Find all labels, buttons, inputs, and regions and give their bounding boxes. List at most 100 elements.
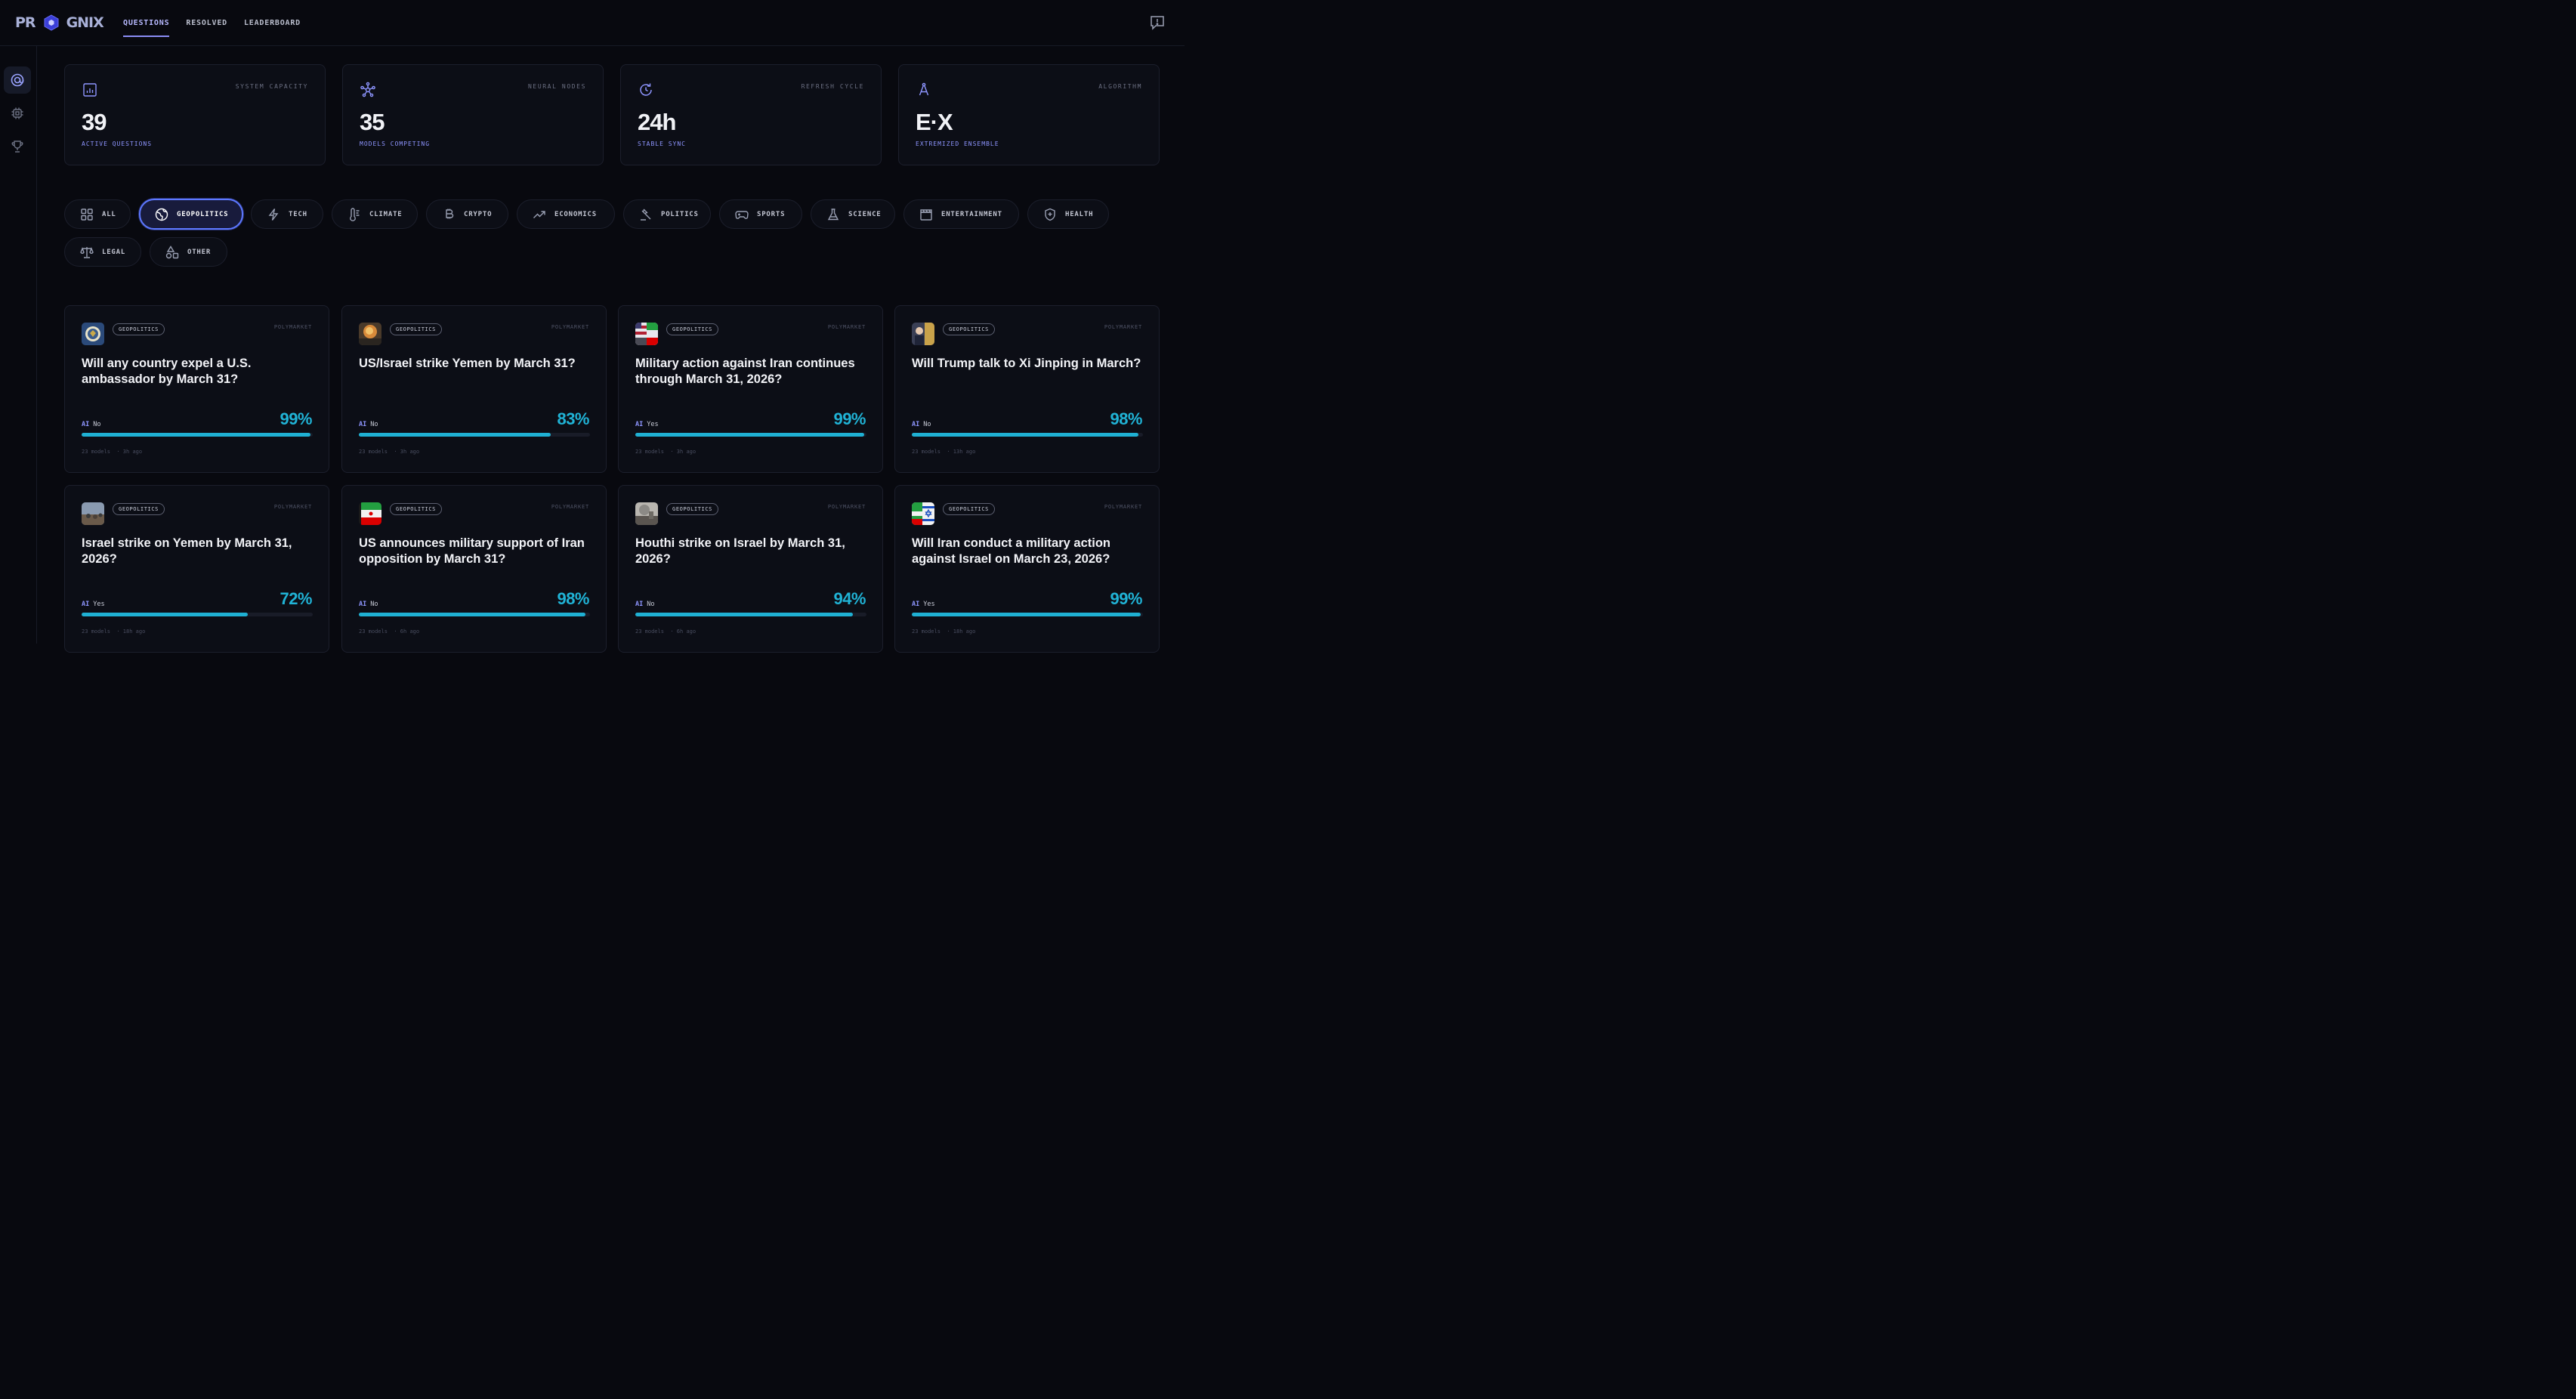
ai-label: AI <box>359 601 367 608</box>
category-badge: GEOPOLITICS <box>390 323 442 335</box>
ai-label: AI <box>82 601 90 608</box>
feedback-icon[interactable] <box>1149 14 1166 31</box>
source-label: POLYMARKET <box>273 504 312 510</box>
ai-prediction: AI No <box>359 601 378 608</box>
category-other[interactable]: OTHER <box>150 237 227 267</box>
question-title: Houthi strike on Israel by March 31, 202… <box>635 536 845 566</box>
category-geopolitics[interactable]: GEOPOLITICS <box>139 199 243 230</box>
ai-label: AI <box>912 601 920 608</box>
confidence-percent: 99% <box>833 409 866 428</box>
question-meta: 23 models · 3h ago <box>82 449 142 455</box>
bar-chart-icon <box>83 83 97 97</box>
category-badge: GEOPOLITICS <box>943 503 995 515</box>
category-label: SPORTS <box>757 210 786 218</box>
question-card[interactable]: GEOPOLITICS POLYMARKET Will any country … <box>64 305 329 473</box>
question-title: US/Israel strike Yemen by March 31? <box>359 357 576 370</box>
category-climate[interactable]: CLIMATE <box>332 199 418 229</box>
question-title: US announces military support of Iran op… <box>359 536 585 566</box>
category-entertainment[interactable]: ENTERTAINMENT <box>903 199 1019 229</box>
confidence-fill <box>359 613 585 616</box>
stat-subtitle: ACTIVE QUESTIONS <box>82 141 153 147</box>
model-count: 23 models <box>82 628 110 635</box>
category-label: TECH <box>289 210 307 218</box>
tab-leaderboard[interactable]: LEADERBOARD <box>243 19 301 27</box>
category-badge: GEOPOLITICS <box>943 323 995 335</box>
lightning-icon <box>268 208 279 221</box>
confidence-fill <box>82 613 249 616</box>
confidence-bar <box>635 433 866 437</box>
question-card[interactable]: GEOPOLITICS POLYMARKET US announces mili… <box>341 485 607 653</box>
question-meta: 23 models · 3h ago <box>359 449 419 455</box>
confidence-fill <box>359 433 551 437</box>
updated-time: · 3h ago <box>394 449 420 455</box>
confidence-percent: 98% <box>1110 409 1142 428</box>
question-thumbnail <box>82 323 104 345</box>
refresh-icon <box>640 83 652 96</box>
confidence-fill <box>912 433 1138 437</box>
ai-prediction: AI Yes <box>912 601 935 608</box>
main-nav: QUESTIONS RESOLVED LEADERBOARD <box>123 0 317 46</box>
question-card[interactable]: GEOPOLITICS POLYMARKET Military action a… <box>618 305 883 473</box>
category-politics[interactable]: POLITICS <box>623 199 711 229</box>
model-count: 23 models <box>359 449 388 455</box>
category-science[interactable]: SCIENCE <box>811 199 895 229</box>
top-bar: PR GNIX QUESTIONS RESOLVED LEADERBOARD <box>0 0 1185 46</box>
compass-icon <box>919 82 929 96</box>
trend-up-icon <box>533 210 545 218</box>
confidence-bar <box>359 433 590 437</box>
ai-label: AI <box>635 421 644 428</box>
logo[interactable]: PR GNIX <box>15 13 104 32</box>
category-label: ECONOMICS <box>554 210 597 218</box>
updated-time: · 13h ago <box>947 449 976 455</box>
ai-prediction: AI No <box>359 421 378 428</box>
question-thumbnail <box>359 323 381 345</box>
stat-card-refresh: REFRESH CYCLE 24h STABLE SYNC <box>620 64 882 165</box>
stat-card-algorithm: ALGORITHM E·X EXTREMIZED ENSEMBLE <box>898 64 1160 165</box>
category-sports[interactable]: SPORTS <box>719 199 802 229</box>
question-card[interactable]: GEOPOLITICS POLYMARKET US/Israel strike … <box>341 305 607 473</box>
confidence-bar <box>82 433 313 437</box>
stat-value: E·X <box>916 109 953 135</box>
sidebar-item-questions[interactable] <box>4 66 31 94</box>
category-badge: GEOPOLITICS <box>113 323 165 335</box>
question-meta: 23 models · 18h ago <box>82 628 145 635</box>
category-tech[interactable]: TECH <box>251 199 323 229</box>
question-card[interactable]: GEOPOLITICS POLYMARKET Will Iran conduct… <box>894 485 1160 653</box>
question-meta: 23 models · 6h ago <box>635 628 696 635</box>
question-thumbnail <box>912 502 934 525</box>
trophy-icon <box>11 141 23 153</box>
stat-card-capacity: SYSTEM CAPACITY 39 ACTIVE QUESTIONS <box>64 64 326 165</box>
confidence-percent: 72% <box>280 589 312 608</box>
tab-resolved[interactable]: RESOLVED <box>186 19 227 27</box>
source-label: POLYMARKET <box>551 504 589 510</box>
confidence-bar <box>82 613 313 616</box>
model-count: 23 models <box>635 449 664 455</box>
confidence-bar <box>912 613 1143 616</box>
category-economics[interactable]: ECONOMICS <box>517 199 615 229</box>
question-card[interactable]: GEOPOLITICS POLYMARKET Israel strike on … <box>64 485 329 653</box>
category-health[interactable]: HEALTH <box>1027 199 1109 229</box>
tab-questions[interactable]: QUESTIONS <box>123 0 170 46</box>
confidence-bar <box>635 613 866 616</box>
category-badge: GEOPOLITICS <box>113 503 165 515</box>
question-thumbnail <box>912 323 934 345</box>
category-legal[interactable]: LEGAL <box>64 237 141 267</box>
question-meta: 23 models · 3h ago <box>635 449 696 455</box>
sidebar-item-models[interactable] <box>4 100 31 127</box>
sidebar-item-leaderboard[interactable] <box>4 133 31 160</box>
category-badge: GEOPOLITICS <box>390 503 442 515</box>
stat-card-nodes: NEURAL NODES 35 MODELS COMPETING <box>342 64 604 165</box>
confidence-fill <box>635 433 864 437</box>
category-all[interactable]: ALL <box>64 199 131 229</box>
confidence-percent: 94% <box>833 589 866 608</box>
category-label: LEGAL <box>102 248 126 256</box>
question-card[interactable]: GEOPOLITICS POLYMARKET Will Trump talk t… <box>894 305 1160 473</box>
confidence-fill <box>635 613 853 616</box>
question-card[interactable]: GEOPOLITICS POLYMARKET Houthi strike on … <box>618 485 883 653</box>
ai-answer: No <box>370 601 378 608</box>
gamepad-icon <box>735 210 749 219</box>
category-label: GEOPOLITICS <box>177 210 229 218</box>
gavel-icon <box>641 208 651 221</box>
category-crypto[interactable]: CRYPTO <box>426 199 508 229</box>
question-thumbnail <box>359 502 381 525</box>
